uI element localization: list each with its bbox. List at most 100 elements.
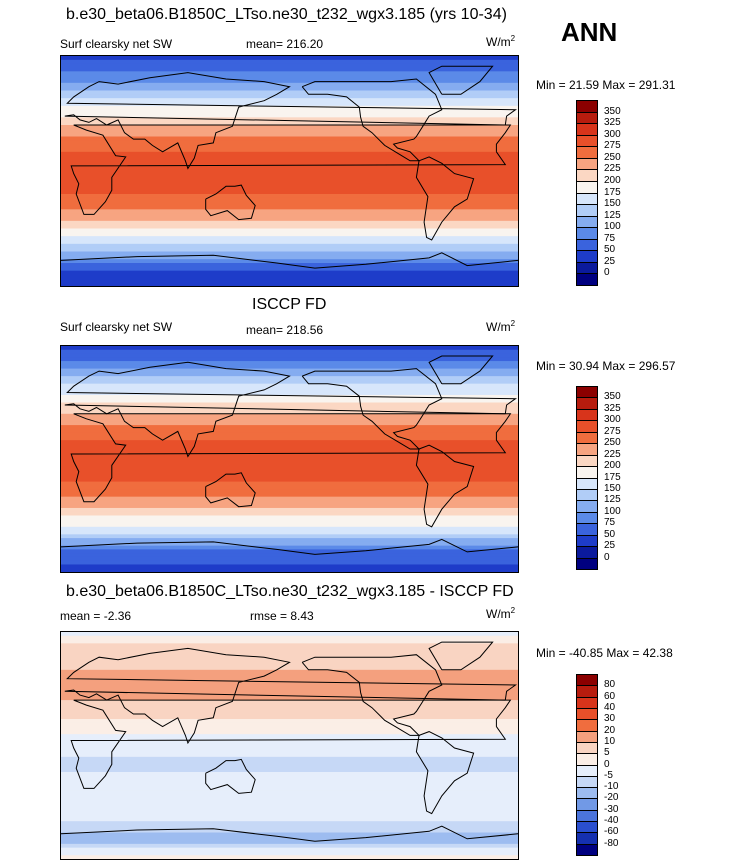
field-band (61, 696, 518, 701)
field-band (61, 500, 518, 505)
field-band (61, 159, 518, 164)
field-band (61, 136, 518, 141)
field-band (61, 266, 518, 272)
field-band (61, 109, 518, 115)
colorbar-tick-label: 150 (604, 482, 621, 494)
field-band (61, 368, 518, 373)
panel1-units: W/m2 (486, 34, 516, 49)
field-band (61, 209, 518, 214)
field-band (61, 213, 518, 218)
field-band (61, 167, 518, 172)
field-band (61, 794, 518, 800)
panel1-map-svg (61, 56, 518, 286)
panel3-rmse: rmse = 8.43 (250, 609, 314, 623)
coastline (428, 641, 494, 671)
field-band (61, 56, 518, 61)
field-band (61, 643, 518, 648)
field-band (61, 764, 518, 769)
colorbar-tick-label: -40 (604, 815, 619, 827)
field-band (61, 364, 518, 370)
field-band (61, 745, 518, 750)
field-band (61, 394, 518, 400)
field-band (61, 410, 518, 415)
field-band (61, 259, 518, 264)
field-band (61, 255, 518, 260)
field-band (61, 711, 518, 716)
colorbar-tick-label: -30 (604, 803, 619, 815)
field-band (61, 560, 518, 566)
field-band (61, 489, 518, 494)
field-band (61, 379, 518, 385)
colorbar-tick-label: 50 (604, 528, 616, 540)
colorbar-tick-label: 75 (604, 232, 616, 244)
colorbar-tick-label: 30 (604, 713, 616, 725)
field-band (61, 402, 518, 407)
coastline (70, 413, 512, 503)
field-band (61, 117, 518, 122)
colorbar-tick-label: 5 (604, 747, 610, 759)
colorbar-tick-label: 125 (604, 209, 621, 221)
colorbar-tick-label: 325 (604, 402, 621, 414)
field-band (61, 243, 518, 249)
field-band (61, 63, 518, 69)
colorbar-tick-label: 25 (604, 255, 616, 267)
field-band (61, 530, 518, 535)
field-band (61, 851, 518, 856)
field-band (61, 376, 518, 381)
field-band (61, 775, 518, 781)
field-band (61, 632, 518, 637)
field-band (61, 270, 518, 276)
colorbar-tick-label: 300 (604, 414, 621, 426)
field-band (61, 549, 518, 554)
field-band (61, 692, 518, 697)
field-band (61, 432, 518, 437)
field-band (61, 398, 518, 404)
colorbar-box (576, 557, 598, 570)
field-band (61, 151, 518, 157)
colorbar-tick-label: 100 (604, 505, 621, 517)
field-band (61, 707, 518, 713)
field-band (61, 790, 518, 796)
panel1-mean: mean= 216.20 (246, 37, 324, 51)
season-label: ANN (561, 17, 618, 47)
field-band (61, 205, 518, 210)
field-band (61, 806, 518, 811)
coastline (301, 654, 443, 736)
field-band (61, 148, 518, 153)
field-band (61, 346, 518, 351)
field-band (61, 722, 518, 728)
field-band (61, 105, 518, 111)
field-band (61, 669, 518, 675)
field-band (61, 391, 518, 396)
panel3-colorbar: 80 60 40 30 20 10 5 0 -5 -10 -20 -30 -40 -60 -80 (576, 674, 646, 856)
field-band (61, 481, 518, 486)
field-band (61, 132, 518, 138)
colorbar-tick-label: 40 (604, 701, 616, 713)
field-band (61, 568, 518, 572)
field-band (61, 372, 518, 377)
field-band (61, 98, 518, 103)
panel2-units: W/m2 (486, 319, 516, 334)
field-band (61, 240, 518, 245)
panel2-map (60, 345, 519, 573)
field-band (61, 282, 518, 286)
field-band (61, 824, 518, 830)
coastline (64, 647, 518, 745)
field-band (61, 840, 518, 845)
field-band (61, 715, 518, 720)
field-band (61, 639, 518, 644)
panel2-variable: Surf clearsky net SW (60, 320, 173, 334)
field-band (61, 832, 518, 837)
field-band (61, 113, 518, 118)
coastline (205, 184, 256, 221)
field-band (61, 140, 518, 145)
field-band (61, 650, 518, 656)
colorbar-tick-label: 50 (604, 244, 616, 256)
field-band (61, 684, 518, 690)
field-band (61, 526, 518, 532)
colorbar-tick-label: 225 (604, 163, 621, 175)
field-band (61, 462, 518, 468)
field-band (61, 353, 518, 358)
field-band (61, 383, 518, 389)
field-band (61, 564, 518, 569)
